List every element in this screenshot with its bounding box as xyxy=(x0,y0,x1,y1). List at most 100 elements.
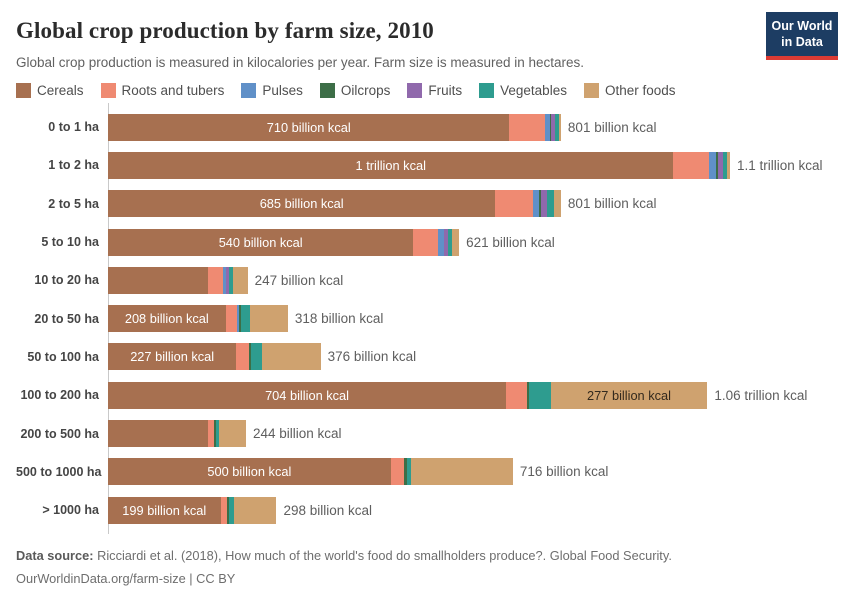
bar-value-label: 685 billion kcal xyxy=(259,196,344,212)
bar-total-label: 716 billion kcal xyxy=(519,464,609,480)
bar-segment-vegetables[interactable] xyxy=(406,458,412,486)
bar-segment-cereals[interactable] xyxy=(108,420,209,448)
bar-track: 540 billion kcal 621 billion kcal xyxy=(108,228,834,256)
chart-row: 200 to 500 ha 244 billion kcal xyxy=(16,414,834,452)
bar-segment-vegetables[interactable] xyxy=(722,151,728,179)
legend-label: Cereals xyxy=(37,83,84,98)
legend-item-pulses[interactable]: Pulses xyxy=(241,83,303,98)
bar-segment-oilcrops[interactable] xyxy=(549,113,551,141)
bar-segment-vegetables[interactable] xyxy=(546,190,555,218)
chart-row: 20 to 50 ha 208 billion kcal 318 billion k… xyxy=(16,299,834,337)
bar-segment-vegetables[interactable] xyxy=(528,381,551,409)
bar-segment-vegetables[interactable] xyxy=(554,113,560,141)
legend-item-oilcrops[interactable]: Oilcrops xyxy=(319,83,390,98)
bar-segment-vegetables[interactable] xyxy=(228,496,234,524)
bar-segment-other-foods[interactable] xyxy=(232,266,248,294)
category-label: 5 to 10 ha xyxy=(41,235,99,250)
bar-segment-roots-and-tubers[interactable] xyxy=(236,343,250,371)
bar-track: 1 trillion kcal 1.1 trillion kcal xyxy=(108,151,834,179)
bar-segment-cereals[interactable]: 227 billion kcal xyxy=(108,343,237,371)
bar-segment-other-foods[interactable] xyxy=(559,113,561,141)
category-label: 10 to 20 ha xyxy=(34,273,99,288)
owid-logo[interactable]: Our World in Data xyxy=(766,12,838,61)
bar-segment-roots-and-tubers[interactable] xyxy=(208,420,215,448)
bar-segment-fruits[interactable] xyxy=(226,266,229,294)
bar-segment-oilcrops[interactable] xyxy=(403,458,407,486)
bar-segment-cereals[interactable]: 1 trillion kcal xyxy=(108,151,674,179)
bar-segment-pulses[interactable] xyxy=(544,113,550,141)
legend-item-roots-and-tubers[interactable]: Roots and tubers xyxy=(100,83,225,98)
bar-segment-oilcrops[interactable] xyxy=(227,496,229,524)
bar-value-label: 704 billion kcal xyxy=(265,387,350,403)
bar-segment-fruits[interactable] xyxy=(717,151,723,179)
legend-item-cereals[interactable]: Cereals xyxy=(16,83,84,98)
legend-item-other-foods[interactable]: Other foods xyxy=(583,83,676,98)
bar-segment-oilcrops[interactable] xyxy=(249,343,252,371)
bar-segment-roots-and-tubers[interactable] xyxy=(225,305,238,333)
bar-segment-pulses[interactable] xyxy=(223,266,226,294)
stacked-bar: 540 billion kcal xyxy=(108,228,460,256)
bar-segment-roots-and-tubers[interactable] xyxy=(220,496,228,524)
legend-item-vegetables[interactable]: Vegetables xyxy=(479,83,567,98)
bar-segment-vegetables[interactable] xyxy=(215,420,219,448)
bar-segment-other-foods[interactable] xyxy=(233,496,277,524)
bar-segment-pulses[interactable] xyxy=(533,190,539,218)
bar-segment-oilcrops[interactable] xyxy=(214,420,216,448)
legend-label: Vegetables xyxy=(500,83,567,98)
bar-segment-other-foods[interactable] xyxy=(554,190,561,218)
bar-segment-vegetables[interactable] xyxy=(251,343,263,371)
bar-segment-other-foods[interactable] xyxy=(262,343,321,371)
bar-segment-oilcrops[interactable] xyxy=(526,381,529,409)
bar-segment-oilcrops[interactable] xyxy=(716,151,718,179)
bar-track: 704 billion kcal 277 billion kcal 1.06 tri… xyxy=(108,381,834,409)
bar-segment-cereals[interactable]: 540 billion kcal xyxy=(108,228,414,256)
bar-segment-other-foods[interactable] xyxy=(727,151,730,179)
bar-segment-other-foods[interactable] xyxy=(452,228,460,256)
chart-row: 0 to 1 ha 710 billion kcal 801 billion kca… xyxy=(16,108,834,146)
bar-segment-roots-and-tubers[interactable] xyxy=(413,228,439,256)
bar-segment-vegetables[interactable] xyxy=(228,266,233,294)
bar-segment-other-foods[interactable] xyxy=(250,305,288,333)
bar-segment-fruits[interactable] xyxy=(541,190,547,218)
bar-segment-vegetables[interactable] xyxy=(448,228,453,256)
bar-total-label: 244 billion kcal xyxy=(252,426,342,442)
bar-segment-cereals[interactable]: 208 billion kcal xyxy=(108,305,226,333)
bar-track: 685 billion kcal 801 billion kcal xyxy=(108,190,834,218)
legend-label: Roots and tubers xyxy=(121,83,225,98)
chart-row: 100 to 200 ha 704 billion kcal 277 billion… xyxy=(16,376,834,414)
bar-track: 244 billion kcal xyxy=(108,420,834,448)
bar-segment-roots-and-tubers[interactable] xyxy=(390,458,404,486)
bar-track: 227 billion kcal 376 billion kcal xyxy=(108,343,834,371)
bar-segment-roots-and-tubers[interactable] xyxy=(509,113,545,141)
bar-segment-other-foods[interactable]: 277 billion kcal xyxy=(550,381,708,409)
chart-area: 0 to 1 ha 710 billion kcal 801 billion kca… xyxy=(16,103,834,535)
bar-segment-roots-and-tubers[interactable] xyxy=(506,381,527,409)
footer-source-line: Data source: Ricciardi et al. (2018), Ho… xyxy=(16,545,834,567)
stacked-bar: 704 billion kcal 277 billion kcal xyxy=(108,381,708,409)
bar-segment-cereals[interactable] xyxy=(108,266,209,294)
bar-segment-other-foods[interactable] xyxy=(411,458,513,486)
bar-segment-oilcrops[interactable] xyxy=(225,266,227,294)
bar-segment-pulses[interactable] xyxy=(438,228,444,256)
bar-segment-cereals[interactable]: 685 billion kcal xyxy=(108,190,496,218)
bar-segment-pulses[interactable] xyxy=(237,305,240,333)
bar-segment-cereals[interactable]: 199 billion kcal xyxy=(108,496,221,524)
bar-segment-vegetables[interactable] xyxy=(240,305,251,333)
bar-segment-roots-and-tubers[interactable] xyxy=(495,190,534,218)
bar-segment-roots-and-tubers[interactable] xyxy=(208,266,224,294)
bar-segment-roots-and-tubers[interactable] xyxy=(673,151,709,179)
bar-segment-oilcrops[interactable] xyxy=(443,228,445,256)
bar-segment-cereals[interactable]: 710 billion kcal xyxy=(108,113,510,141)
owid-logo-line2: in Data xyxy=(781,34,823,49)
bar-segment-fruits[interactable] xyxy=(444,228,449,256)
category-label: 1 to 2 ha xyxy=(48,158,99,173)
bar-segment-cereals[interactable]: 500 billion kcal xyxy=(108,458,391,486)
owid-logo-line1: Our World xyxy=(771,19,833,33)
bar-segment-fruits[interactable] xyxy=(550,113,555,141)
bar-segment-cereals[interactable]: 704 billion kcal xyxy=(108,381,507,409)
bar-segment-oilcrops[interactable] xyxy=(538,190,542,218)
legend-item-fruits[interactable]: Fruits xyxy=(407,83,462,98)
bar-segment-other-foods[interactable] xyxy=(218,420,246,448)
bar-segment-oilcrops[interactable] xyxy=(239,305,241,333)
bar-segment-pulses[interactable] xyxy=(708,151,717,179)
